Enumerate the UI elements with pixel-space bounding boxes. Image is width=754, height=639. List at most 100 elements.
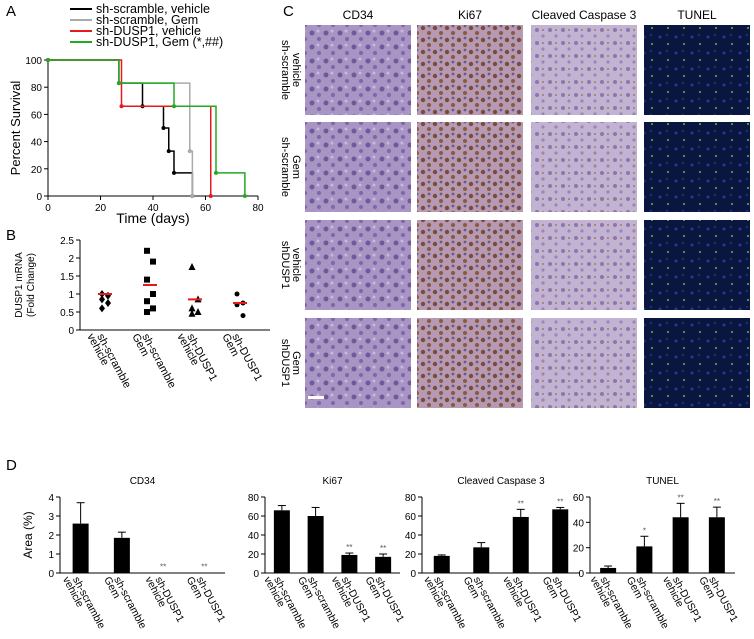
bar	[600, 567, 617, 573]
data-point	[144, 298, 150, 305]
data-point	[240, 313, 246, 319]
bar	[512, 516, 529, 573]
significance-label: **	[557, 497, 563, 506]
y-tick-label: 0	[68, 326, 74, 337]
y-tick-label: 2	[48, 531, 54, 542]
row-label: shDUSP1	[279, 339, 291, 387]
bar	[113, 537, 130, 573]
scale-bar	[308, 396, 324, 399]
micrograph	[644, 220, 750, 310]
data-point	[99, 304, 105, 313]
micrograph	[531, 122, 637, 212]
survival-point	[214, 170, 218, 175]
survival-point	[119, 104, 124, 109]
y-tick-label: 1.5	[60, 272, 74, 283]
micrograph	[644, 318, 750, 408]
survival-point	[166, 149, 171, 154]
data-point	[150, 291, 156, 297]
micrograph	[531, 220, 637, 310]
y-tick-label: 1	[68, 290, 74, 301]
y-tick-label: 40	[248, 531, 260, 542]
x-tick-label: 60	[200, 203, 212, 214]
y-tick-label: 60	[31, 110, 43, 121]
y-tick-label: 0	[48, 569, 54, 580]
survival-point	[190, 194, 195, 198]
survival-line	[48, 59, 246, 196]
y-axis-label: Area (%)	[21, 511, 35, 558]
micrograph	[417, 122, 523, 212]
bar	[375, 556, 392, 573]
row-label: vehicle	[290, 248, 302, 282]
y-tick-label: 2	[68, 254, 74, 265]
bar	[672, 517, 689, 573]
data-point	[188, 309, 196, 317]
survival-point	[46, 58, 50, 62]
column-label: TUNEL	[677, 8, 717, 22]
significance-label: **	[201, 563, 207, 572]
micrograph	[417, 318, 523, 408]
chart-title: Ki67	[322, 476, 342, 487]
y-tick-label: 60	[405, 512, 417, 523]
data-point	[150, 258, 156, 265]
data-point	[144, 276, 150, 283]
significance-label: **	[346, 543, 352, 552]
significance-label: **	[518, 499, 524, 508]
micrograph	[305, 220, 411, 310]
bar	[307, 516, 324, 573]
bar	[72, 523, 89, 573]
bar	[341, 554, 358, 573]
x-tick-label: 40	[147, 203, 159, 214]
row-label: Gem	[290, 155, 302, 179]
data-point	[194, 308, 202, 315]
y-tick-label: 60	[248, 512, 260, 523]
column-label: CD34	[343, 8, 374, 22]
bar	[273, 510, 290, 573]
y-tick-label: 0	[578, 569, 584, 580]
x-tick-label: 20	[95, 203, 107, 214]
bar	[708, 517, 725, 573]
row-label: shDUSP1	[279, 241, 291, 289]
column-label: Cleaved Caspase 3	[532, 8, 637, 22]
significance-label: **	[380, 544, 386, 553]
chart-title: Cleaved Caspase 3	[457, 476, 545, 487]
chart-title: CD34	[130, 476, 156, 487]
bar	[552, 509, 569, 573]
micrograph	[644, 25, 750, 115]
y-tick-label: 3	[48, 512, 54, 523]
data-point	[188, 304, 196, 312]
survival-point	[242, 194, 247, 198]
y-tick-label: 2.5	[60, 236, 74, 247]
micrograph	[417, 25, 523, 115]
y-tick-label: 20	[248, 550, 260, 561]
significance-label: **	[714, 497, 720, 506]
y-tick-label: 0	[36, 192, 42, 203]
panel-label: A	[6, 3, 16, 20]
y-tick-label: 20	[405, 550, 417, 561]
survival-point	[172, 170, 176, 175]
column-label: Ki67	[458, 8, 482, 22]
y-tick-label: 0	[410, 569, 416, 580]
y-tick-label: 1	[48, 550, 54, 561]
row-label: Gem	[290, 351, 302, 375]
x-axis-label: Time (days)	[116, 210, 189, 226]
y-tick-label: 0.5	[60, 308, 74, 319]
chart-title: TUNEL	[646, 476, 679, 487]
legend-label: sh-DUSP1, vehicle	[96, 24, 201, 38]
y-tick-label: 80	[405, 493, 417, 504]
y-axis-label: (Fold Change)	[26, 253, 37, 317]
significance-label: **	[160, 563, 166, 572]
x-tick-label: 0	[45, 203, 51, 214]
row-label: sh-scramble	[279, 137, 291, 197]
data-point	[144, 309, 150, 315]
data-point	[234, 291, 240, 297]
data-point	[188, 263, 196, 270]
y-axis-label: Percent Survival	[8, 81, 23, 176]
micrograph	[305, 122, 411, 212]
legend-label: sh-DUSP1, Gem (*,##)	[96, 35, 223, 49]
survival-point	[161, 126, 166, 130]
survival-point	[172, 104, 176, 109]
data-point	[105, 299, 111, 307]
survival-line	[48, 59, 212, 196]
survival-point	[208, 194, 213, 198]
